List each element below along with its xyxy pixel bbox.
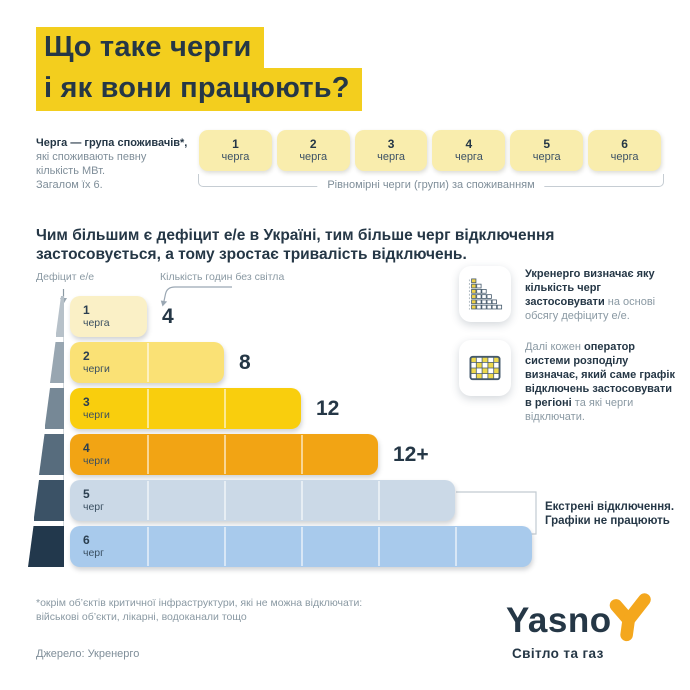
bar-segment-divider — [147, 527, 149, 566]
chart-bar: 1 черга — [70, 296, 147, 337]
bar-label: 1 черга — [83, 296, 110, 337]
deficit-wedge — [44, 388, 64, 429]
queue-box-number: 6 — [621, 137, 628, 151]
callout-ukrenergo: Укренерго визначає яку кількість черг за… — [525, 267, 680, 323]
bar-segment-divider — [147, 389, 149, 428]
queue-box-word: черга — [377, 151, 405, 163]
bar-segment-divider — [224, 481, 226, 520]
bar-segment-divider — [301, 481, 303, 520]
callout-operator: Далі кожен оператор системи розподілу ви… — [525, 340, 680, 424]
queue-box-number: 1 — [232, 137, 239, 151]
queue-bracket-caption: Рівномірні черги (групи) за споживанням — [317, 179, 545, 192]
deficit-wedge — [55, 296, 64, 337]
callout-operator-pre: Далі кожен — [525, 341, 585, 353]
bar-hours-value: 12 — [316, 396, 340, 420]
deficit-steps-icon-graphic — [468, 278, 503, 310]
yasno-logo-tagline: Світло та газ — [512, 646, 604, 661]
queue-box: 3 черга — [354, 130, 428, 171]
queue-box: 2 черга — [276, 130, 350, 171]
bar-label-number: 1 — [83, 303, 90, 317]
queue-box-number: 2 — [309, 137, 317, 151]
queue-box: 6 черга — [588, 130, 661, 171]
schedule-grid-icon — [459, 340, 511, 396]
bar-label-word: черг — [83, 501, 104, 513]
bar-hours-value: 4 — [162, 304, 174, 328]
chart-bar: 6 черг — [70, 526, 532, 567]
bar-segment-divider — [147, 435, 149, 474]
bar-label: 3 черги — [83, 388, 110, 429]
bar-segment-divider — [378, 527, 380, 566]
bar-segment-divider — [147, 343, 149, 382]
queue-box: 1 черга — [199, 130, 272, 171]
bar-segment-divider — [378, 481, 380, 520]
queue-box-number: 3 — [387, 137, 395, 151]
chart-bar: 4 черги — [70, 434, 378, 475]
bar-segment-divider — [147, 481, 149, 520]
bar-segment-divider — [455, 527, 457, 566]
bar-segment-divider — [224, 389, 226, 428]
queue-definition-heading: Черга — група споживачів*, — [36, 137, 188, 149]
chart-bar: 3 черги — [70, 388, 301, 429]
source-credit: Джерело: Укренерго — [36, 648, 140, 660]
queue-box-word: черга — [610, 151, 639, 163]
axis-label-hours: Кількість годин без світла — [160, 271, 285, 283]
bar-label-word: черга — [83, 317, 110, 329]
deficit-wedge — [39, 434, 64, 475]
queue-box-word: черга — [299, 151, 328, 163]
queue-bracket: Рівномірні черги (групи) за споживанням — [198, 174, 664, 192]
page-title-line-1: Що таке черги — [36, 27, 264, 70]
queue-box-word: черга — [221, 151, 250, 163]
queue-box: 4 черга — [432, 130, 506, 171]
bar-hours-value: 8 — [239, 350, 251, 374]
queue-box-number: 5 — [543, 137, 551, 151]
callout-operator-bold: оператор системи розподілу визначає, яки… — [525, 341, 675, 409]
bar-segment-divider — [301, 435, 303, 474]
callout-ukrenergo-bold: Укренерго визначає яку кількість черг за… — [525, 268, 655, 308]
chart-bar: 5 черг — [70, 480, 455, 521]
deficit-wedge — [33, 480, 64, 521]
queue-boxes-row: 1 черга 2 черга 3 черга 4 черга 5 черга 6 черга — [199, 130, 661, 171]
emergency-note: Екстрені відключення. Графіки не працюють — [545, 501, 675, 527]
axis-label-deficit: Дефіцит е/е — [36, 271, 95, 283]
bar-label-number: 4 — [83, 441, 90, 455]
queue-box-word: черга — [454, 151, 483, 163]
bar-label-word: черги — [83, 409, 110, 421]
yasno-logo-text: Yasno — [506, 601, 612, 640]
bar-label-number: 6 — [83, 533, 90, 547]
hours-connector-line — [163, 286, 232, 303]
deficit-statement: Чим більшим є дефіцит е/е в Україні, тим… — [36, 227, 555, 263]
bar-segment-divider — [301, 527, 303, 566]
bar-segment-divider — [224, 435, 226, 474]
queue-box-word: черга — [532, 151, 561, 163]
bar-label: 2 черги — [83, 342, 110, 383]
deficit-wedge — [28, 526, 64, 567]
bar-label: 6 черг — [83, 526, 104, 567]
yasno-logo-icon — [601, 589, 659, 650]
footnote: *окрім об’єктів критичної інфраструктури… — [36, 597, 363, 623]
bar-label-number: 2 — [83, 349, 90, 363]
bar-label: 4 черги — [83, 434, 110, 475]
bar-label-word: черг — [83, 547, 104, 559]
queue-box: 5 черга — [510, 130, 584, 171]
callout-ukrenergo-regular: на основі обсягу дефіциту е/е. — [525, 296, 656, 322]
bar-label: 5 черг — [83, 480, 104, 521]
deficit-wedge — [50, 342, 64, 383]
bar-label-word: черги — [83, 455, 110, 467]
queue-box-number: 4 — [465, 137, 473, 151]
page-title-line-2: і як вони працюють? — [36, 68, 362, 111]
schedule-grid-icon-graphic — [469, 355, 501, 381]
bar-hours-value: 12+ — [393, 442, 429, 466]
bar-label-word: черги — [83, 363, 110, 375]
queue-definition: Черга — група споживачів*, які споживают… — [36, 136, 194, 192]
bar-label-number: 3 — [83, 395, 90, 409]
queue-definition-body: які споживають певну кількість МВт. Загало… — [36, 151, 147, 191]
bar-label-number: 5 — [83, 487, 90, 501]
bar-segment-divider — [224, 527, 226, 566]
deficit-steps-icon — [459, 266, 511, 322]
chart-bar: 2 черги — [70, 342, 224, 383]
callout-operator-post: та які черги відключати. — [525, 397, 634, 423]
